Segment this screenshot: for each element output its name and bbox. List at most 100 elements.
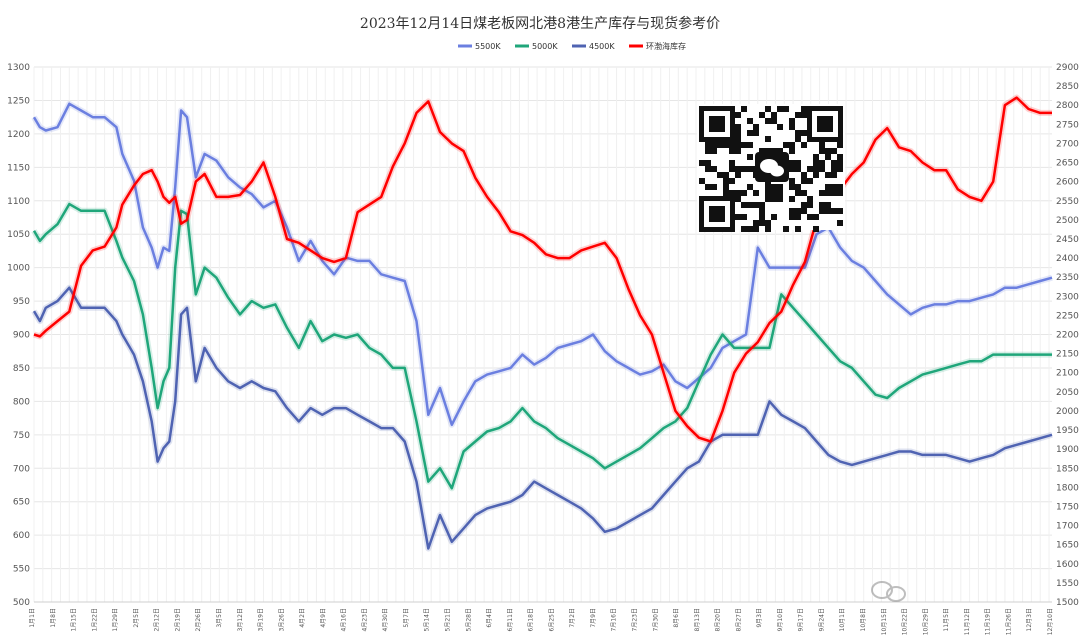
qr-finder-core (709, 206, 725, 222)
x-tick-label: 11月5日 (943, 608, 950, 631)
x-tick-label: 10月1日 (839, 608, 846, 631)
qr-module (795, 214, 801, 220)
x-tick-label: 7月16日 (611, 608, 618, 631)
y-tick-right-label: 1500 (1056, 598, 1079, 608)
y-tick-right-label: 2100 (1056, 369, 1079, 379)
qr-module (771, 184, 777, 190)
x-tick-label: 10月29日 (922, 608, 929, 635)
qr-module (771, 118, 777, 124)
qr-module (831, 160, 837, 166)
y-tick-left-label: 550 (13, 565, 30, 575)
y-tick-left-label: 1100 (7, 197, 30, 207)
series-line-5500K (32, 102, 1053, 427)
x-tick-label: 7月9日 (590, 608, 597, 628)
y-tick-right-label: 1900 (1056, 445, 1079, 455)
qr-module (813, 166, 819, 172)
y-tick-left-label: 1000 (7, 264, 30, 274)
x-tick-label: 6月4日 (486, 608, 493, 628)
qr-module (807, 196, 813, 202)
qr-module (807, 178, 813, 184)
qr-module (759, 202, 765, 208)
y-tick-left-label: 500 (13, 598, 30, 608)
qr-module (705, 148, 711, 154)
qr-code (697, 104, 845, 232)
qr-module (801, 172, 807, 178)
x-tick-label: 4月16日 (341, 608, 348, 631)
qr-module (741, 106, 747, 112)
x-tick-label: 9月3日 (756, 608, 763, 628)
qr-module (747, 184, 753, 190)
qr-module (723, 184, 729, 190)
x-tick-label: 1月1日 (29, 608, 36, 628)
qr-module (813, 160, 819, 166)
qr-module (747, 154, 753, 160)
x-tick-label: 4月23日 (361, 608, 368, 631)
y-tick-right-label: 2700 (1056, 139, 1079, 149)
x-tick-label: 6月11日 (507, 608, 514, 631)
y-tick-left-label: 900 (13, 331, 30, 341)
series-line-5000K (32, 202, 1052, 490)
qr-module (819, 208, 825, 214)
qr-module (819, 166, 825, 172)
qr-module (729, 166, 735, 172)
qr-module (801, 190, 807, 196)
y-tick-right-label: 1850 (1056, 464, 1079, 474)
qr-module (735, 136, 741, 142)
x-tick-label: 4月9日 (320, 608, 327, 628)
qr-module (789, 214, 795, 220)
qr-module (747, 202, 753, 208)
watermark (871, 581, 906, 602)
x-tick-label: 1月29日 (112, 608, 119, 631)
y-tick-right-label: 2150 (1056, 350, 1079, 360)
x-tick-label: 3月5日 (216, 608, 223, 628)
qr-module (825, 154, 831, 160)
qr-module (765, 226, 771, 232)
qr-module (771, 214, 777, 220)
qr-module (789, 118, 795, 124)
qr-module (717, 142, 723, 148)
qr-module (747, 142, 753, 148)
x-tick-label: 2月19日 (174, 608, 181, 631)
qr-finder-core (709, 116, 725, 132)
qr-module (735, 142, 741, 148)
x-tick-label: 8月27日 (735, 608, 742, 631)
x-tick-label: 3月19日 (258, 608, 265, 631)
chat-bubble-icon (871, 581, 906, 602)
x-tick-label: 5月28日 (465, 608, 472, 631)
qr-module (789, 124, 795, 130)
qr-module (741, 214, 747, 220)
qr-module (813, 226, 819, 232)
x-tick-label: 10月15日 (881, 608, 888, 635)
qr-module (765, 136, 771, 142)
y-tick-right-label: 2800 (1056, 101, 1079, 111)
y-tick-left-label: 850 (13, 364, 30, 374)
qr-module (813, 154, 819, 160)
qr-module (723, 172, 729, 178)
y-tick-left-label: 700 (13, 464, 30, 474)
qr-module (765, 196, 771, 202)
qr-module (735, 148, 741, 154)
x-tick-label: 3月12日 (237, 608, 244, 631)
qr-module (735, 112, 741, 118)
qr-module (837, 184, 843, 190)
qr-module (735, 166, 741, 172)
x-tick-label: 7月23日 (631, 608, 638, 631)
qr-module (717, 172, 723, 178)
y-tick-right-label: 1600 (1056, 560, 1079, 570)
qr-module (735, 214, 741, 220)
qr-module (783, 226, 789, 232)
y-tick-right-label: 2600 (1056, 178, 1079, 188)
qr-module (753, 130, 759, 136)
qr-module (825, 172, 831, 178)
qr-module (777, 196, 783, 202)
qr-module (783, 142, 789, 148)
qr-module (735, 124, 741, 130)
qr-module (723, 142, 729, 148)
qr-module (825, 202, 831, 208)
qr-module (759, 214, 765, 220)
qr-module (825, 190, 831, 196)
x-tick-label: 3月26日 (278, 608, 285, 631)
y-tick-left-label: 1300 (7, 63, 30, 73)
y-tick-right-label: 2750 (1056, 120, 1079, 130)
